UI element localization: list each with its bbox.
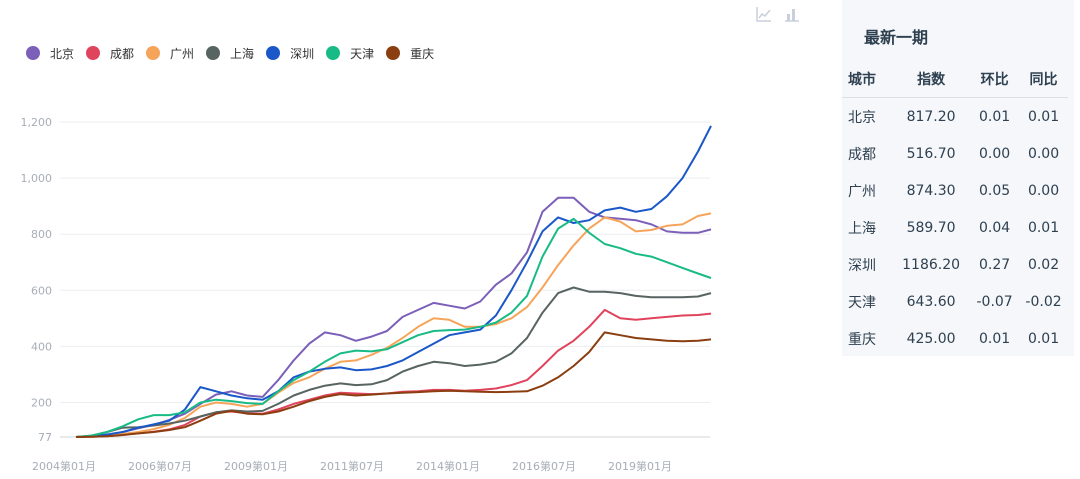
legend-marker — [326, 46, 341, 60]
x-tick-label: 2014第01月 — [416, 459, 480, 473]
x-tick-label: 2019第01月 — [608, 459, 672, 473]
table-row: 重庆 425.00 0.01 0.01 — [842, 320, 1068, 357]
table-cell: -0.02 — [1025, 293, 1062, 310]
y-tick-label: 1,000 — [21, 172, 53, 185]
legend-marker — [386, 46, 401, 60]
legend-item[interactable]: 北京 — [26, 45, 74, 62]
table-cell: 643.60 — [906, 293, 956, 310]
table-cell: 深圳 — [848, 257, 876, 274]
x-tick-label: 2004第01月 — [32, 459, 96, 473]
legend-label: 北京 — [50, 46, 75, 61]
table-header-cell: 环比 — [970, 61, 1020, 98]
table-cell: 重庆 — [848, 331, 876, 348]
legend-item[interactable]: 深圳 — [266, 45, 314, 62]
legend-item[interactable]: 上海 — [206, 45, 254, 62]
series-line-重庆[interactable] — [75, 331, 712, 438]
legend-label: 深圳 — [290, 46, 315, 61]
table-cell: 天津 — [848, 294, 876, 311]
legend-label: 成都 — [110, 46, 135, 61]
table-cell: 0.01 — [1027, 219, 1060, 236]
table-cell: 北京 — [848, 109, 876, 126]
legend-marker — [26, 46, 40, 60]
series-line-广州[interactable] — [75, 212, 712, 438]
y-tick-label: 600 — [31, 284, 52, 297]
series-line-成都[interactable] — [75, 308, 712, 438]
table-cell: 0.05 — [979, 182, 1011, 199]
table-row: 广州 874.30 0.05 0.00 — [842, 172, 1068, 209]
series-line-上海[interactable] — [75, 286, 712, 438]
table-row: 成都 516.70 0.00 0.00 — [842, 135, 1068, 172]
x-tick-label: 2011第07月 — [320, 459, 384, 473]
table-cell: 广州 — [848, 183, 876, 200]
table-row: 深圳 1186.20 0.27 0.02 — [842, 246, 1068, 283]
legend-item[interactable]: 重庆 — [386, 45, 434, 62]
table-cell: 0.01 — [979, 330, 1011, 347]
table-cell: -0.07 — [976, 293, 1013, 310]
table-cell: 1186.20 — [902, 256, 961, 273]
line-chart-icon[interactable] — [756, 6, 772, 22]
table-cell: 0.27 — [979, 256, 1011, 273]
x-tick-label: 2009第01月 — [224, 459, 288, 473]
legend-item[interactable]: 天津 — [326, 45, 374, 62]
table-cell: 0.01 — [1027, 330, 1060, 347]
bar-chart-icon[interactable] — [784, 6, 800, 22]
y-tick-label: 1,200 — [21, 116, 53, 129]
table-cell: 成都 — [848, 146, 876, 163]
table-cell: 425.00 — [906, 330, 956, 347]
series-line-深圳[interactable] — [75, 125, 712, 438]
legend-label: 广州 — [170, 46, 195, 61]
legend-label: 天津 — [350, 46, 375, 61]
table-cell: 817.20 — [906, 108, 956, 125]
x-tick-label: 2006第07月 — [128, 459, 192, 473]
legend-item[interactable]: 成都 — [86, 45, 134, 62]
panel-title: 最新一期 — [864, 28, 929, 47]
table-cell: 874.30 — [906, 182, 956, 199]
table-header-row: 城市 指数 环比 同比 — [842, 61, 1068, 98]
legend-label: 重庆 — [410, 46, 435, 61]
x-tick-label: 2016第07月 — [512, 459, 576, 473]
table-header-cell: 同比 — [1019, 61, 1068, 98]
table-header-cell: 城市 — [842, 61, 892, 98]
table-cell: 516.70 — [906, 145, 956, 162]
latest-stats-table: 城市 指数 环比 同比 北京 817.20 0.01 0.01 成都 516.70 0.00 0.0… — [842, 61, 1068, 357]
table-cell: 0.01 — [979, 108, 1011, 125]
y-tick-label: 77 — [38, 431, 52, 444]
table-cell: 0.02 — [1027, 256, 1060, 273]
table-cell: 589.70 — [906, 219, 956, 236]
y-tick-label: 400 — [31, 340, 52, 353]
table-cell: 0.00 — [1027, 145, 1060, 162]
latest-period-panel: 最新一期 城市 指数 环比 同比 北京 817.20 0.01 0.01 成都 516.70 0.… — [842, 0, 1074, 356]
legend-label: 上海 — [230, 46, 255, 61]
table-cell: 0.00 — [979, 145, 1011, 162]
table-row: 天津 643.60 -0.07 -0.02 — [842, 283, 1068, 320]
y-tick-label: 800 — [31, 228, 52, 241]
legend-marker — [266, 46, 281, 60]
legend-marker — [146, 46, 161, 60]
table-header-cell: 指数 — [892, 61, 971, 98]
chart-toolbox — [756, 6, 800, 22]
table-cell: 0.01 — [1027, 108, 1060, 125]
legend-item[interactable]: 广州 — [146, 45, 194, 62]
table-row: 北京 817.20 0.01 0.01 — [842, 98, 1068, 136]
legend-marker — [86, 46, 101, 60]
table-cell: 上海 — [848, 220, 876, 237]
series-line-北京[interactable] — [75, 196, 712, 438]
series-line-天津[interactable] — [75, 217, 712, 438]
table-cell: 0.04 — [979, 219, 1011, 236]
table-cell: 0.00 — [1027, 182, 1060, 199]
legend-marker — [206, 46, 221, 60]
y-tick-label: 200 — [31, 396, 52, 409]
chart-legend: 北京 成都 广州 上海 深圳 天津 重庆 — [26, 44, 446, 62]
table-row: 上海 589.70 0.04 0.01 — [842, 209, 1068, 246]
